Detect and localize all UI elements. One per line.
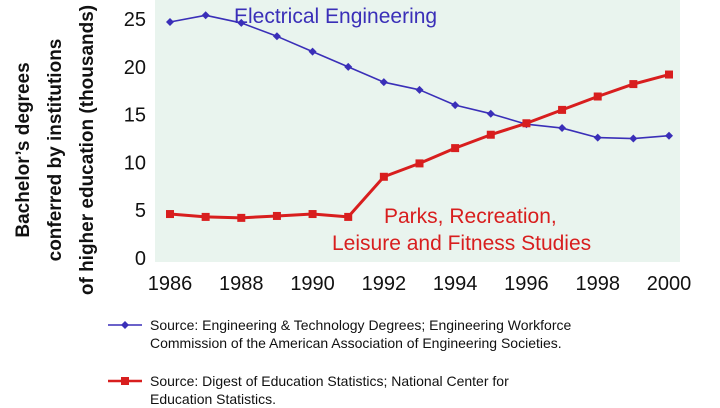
x-tick-label: 2000 [647,273,692,295]
data-point [665,70,673,79]
x-tick-label: 1992 [362,273,407,295]
legend-marker-diamond [108,321,142,329]
data-point [629,134,638,143]
y-axis-label: Bachelor’s degrees conferred by institut… [13,5,98,295]
x-tick-labels: 1986 1988 1990 1992 1994 1996 1998 2000 [148,273,692,295]
data-point [486,130,495,139]
y-tick-label: 20 [124,57,146,79]
x-tick-label: 1996 [504,273,549,295]
y-tick-label: 0 [135,248,146,270]
y-tick-label: 10 [124,152,146,174]
y-axis-label-line-2: conferred by institutions [45,39,66,262]
y-tick-label: 25 [124,9,146,31]
x-tick-label: 1988 [219,273,264,295]
data-point [522,119,531,128]
annotation-electrical-engineering: Electrical Engineering [234,5,437,28]
data-point [629,80,638,89]
legend-text-line-2: Commission of the American Association o… [150,335,562,351]
data-point [201,212,210,221]
annotation-parks-line-2: Leisure and Fitness Studies [332,232,591,255]
data-point [201,11,210,20]
legend-item-engineering-source: Source: Engineering & Technology Degrees… [108,316,720,352]
x-tick-label: 1990 [290,273,335,295]
data-point [308,47,317,56]
y-axis-label-line-3: of higher education (thousands) [77,5,98,295]
data-point [451,144,460,153]
data-point [558,124,567,133]
series-markers [166,11,673,222]
data-point [344,212,353,221]
data-point [272,32,281,41]
legend-item-education-source: Source: Digest of Education Statistics; … [108,372,720,408]
data-point [237,18,246,27]
data-point [593,133,602,142]
y-axis-label-line-1: Bachelor’s degrees [13,62,34,237]
data-point [272,211,281,220]
legend-marker-square [108,377,142,385]
legend-text-line-1: Source: Engineering & Technology Degrees… [150,317,572,333]
x-tick-label: 1994 [433,273,478,295]
legend-text-line-2: Education Statistics. [150,391,277,407]
legend-text-line-1: Source: Digest of Education Statistics; … [150,373,509,389]
y-tick-label: 5 [135,200,146,222]
x-tick-label: 1998 [575,273,620,295]
data-point [486,109,495,118]
annotation-parks-line-1: Parks, Recreation, [384,205,557,228]
y-tick-label: 15 [124,105,146,127]
data-point [237,213,246,222]
data-point [415,159,424,168]
data-point [344,62,353,71]
data-point [379,172,388,181]
data-point [166,210,174,219]
y-tick-labels: 0 5 10 15 20 25 [124,9,146,270]
data-point [593,92,602,101]
x-tick-label: 1986 [148,273,193,295]
data-point [379,78,388,87]
data-point [308,210,317,219]
data-point [166,17,174,26]
data-point [665,131,673,140]
data-point [451,101,460,110]
data-point [558,105,567,114]
data-point [415,85,424,94]
